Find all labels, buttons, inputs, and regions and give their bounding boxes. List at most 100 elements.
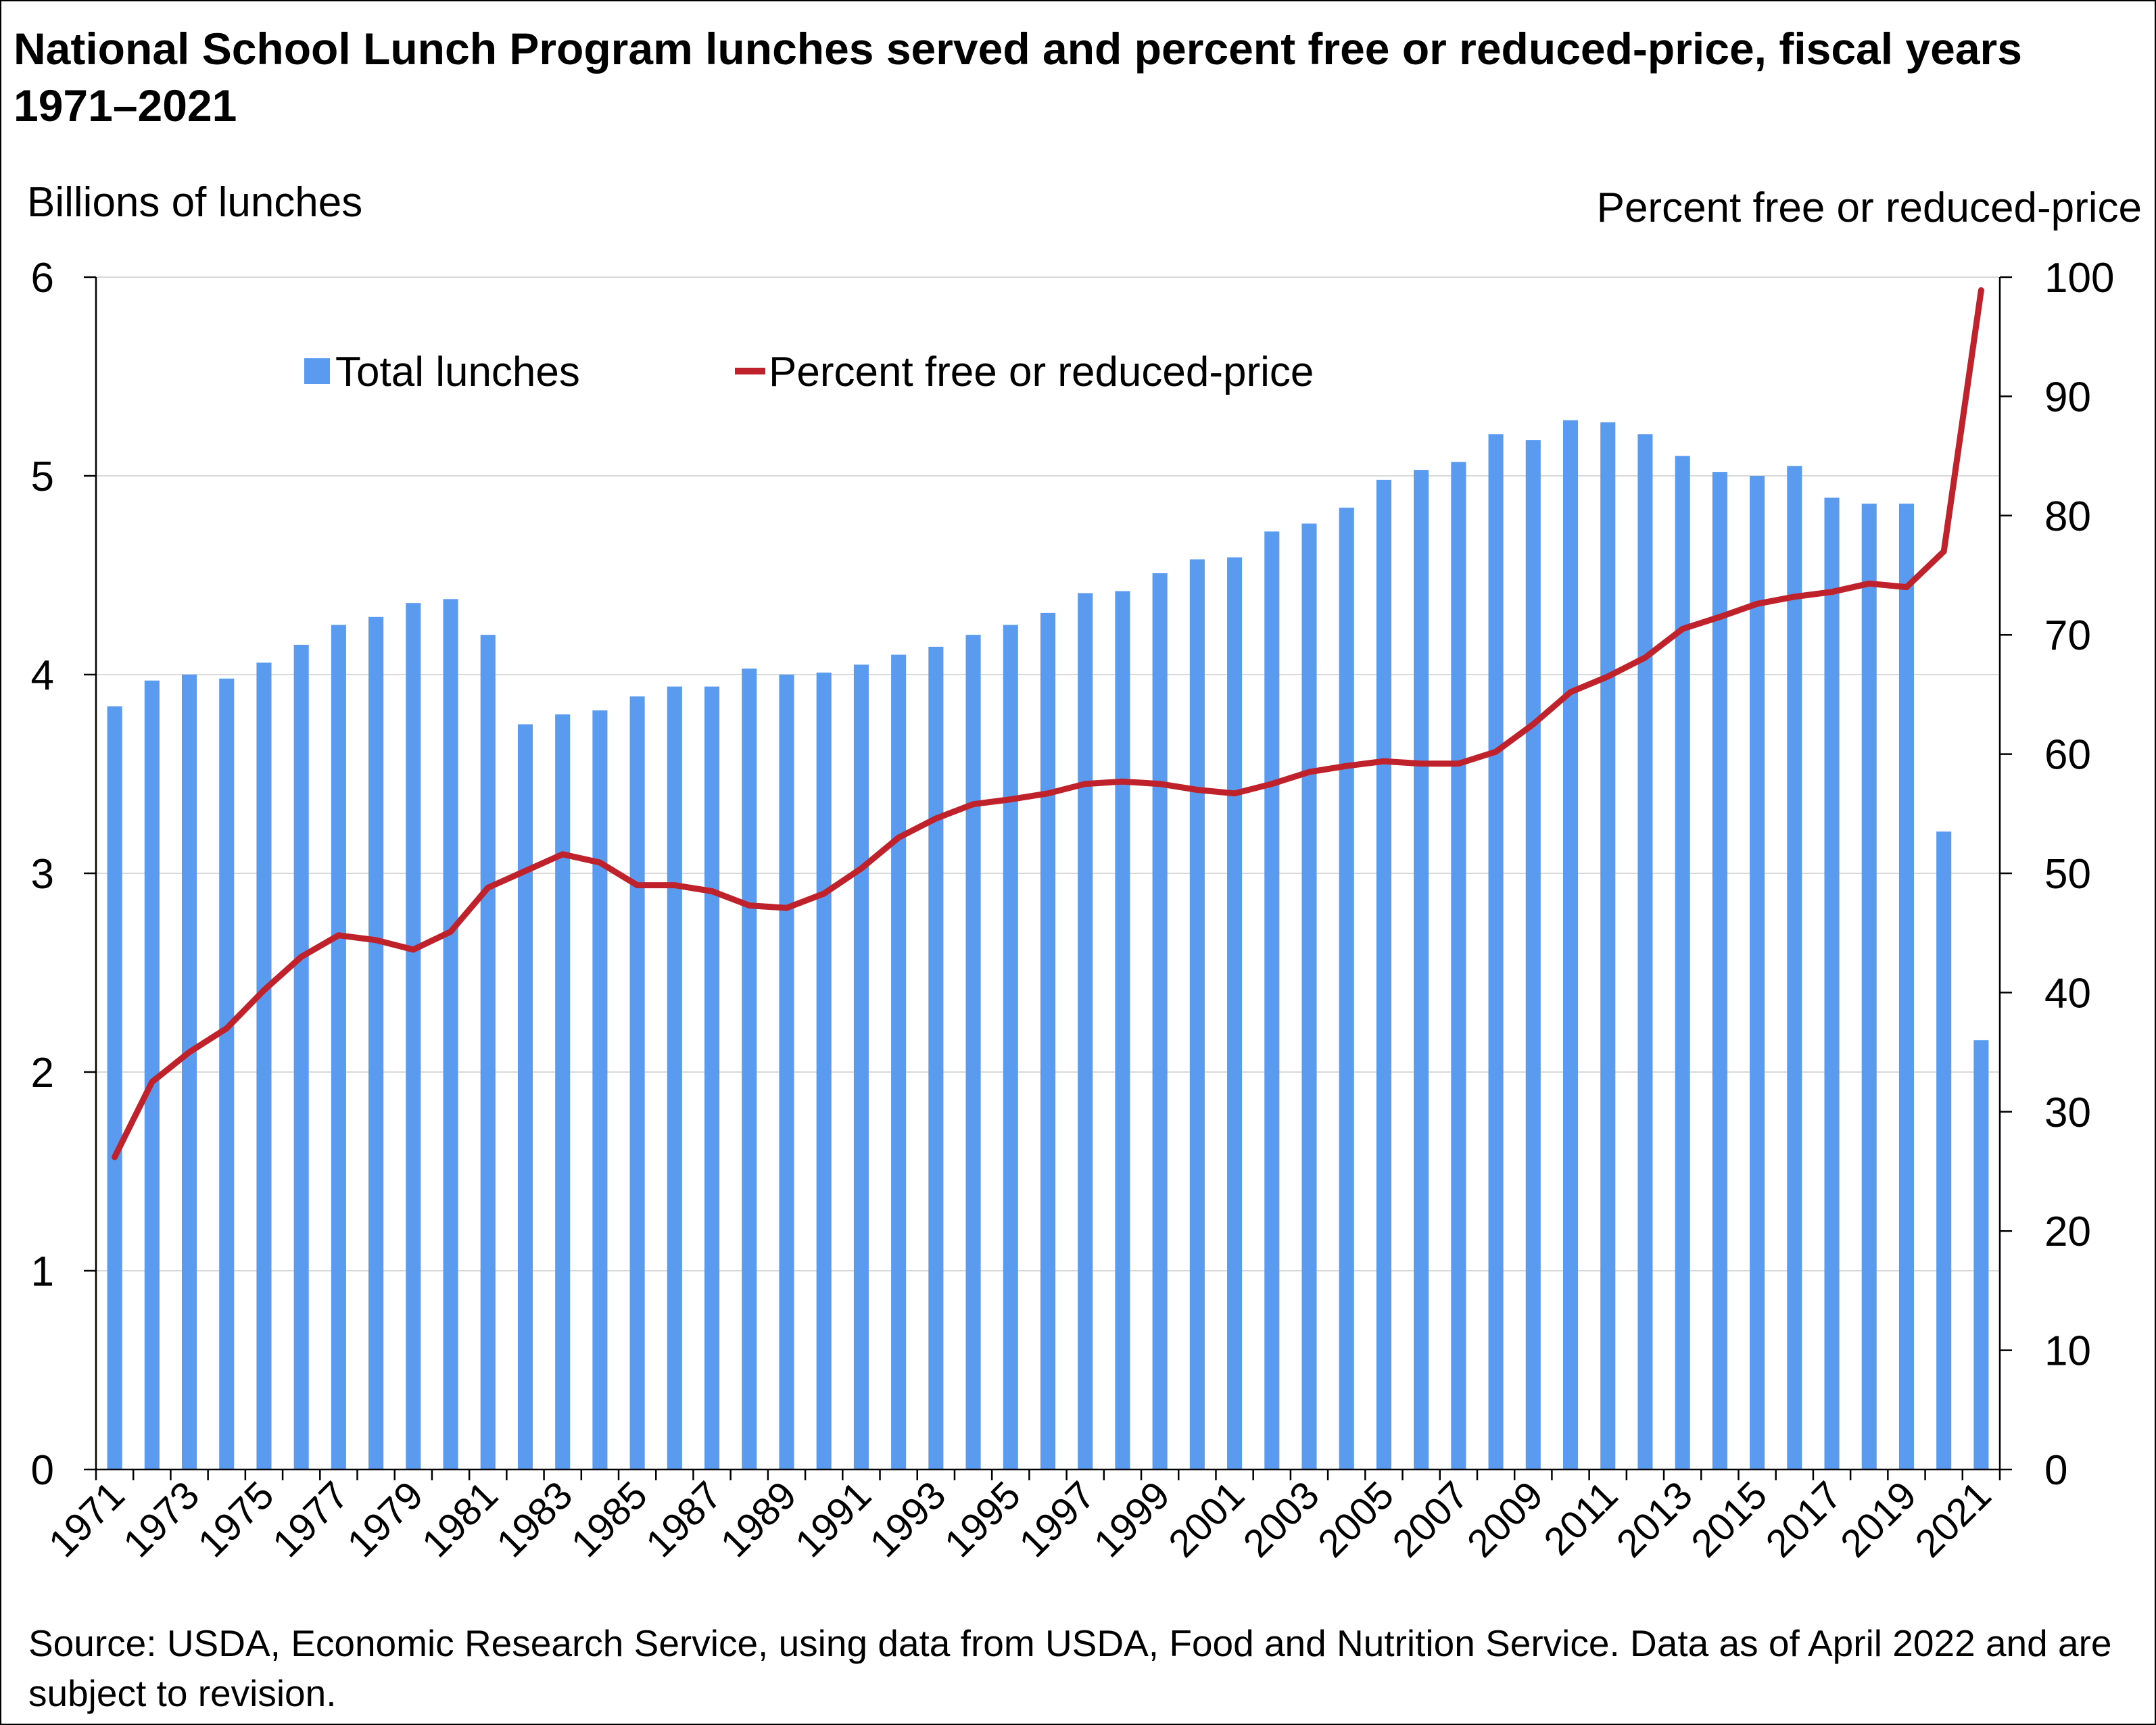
bar-2003 [1301, 523, 1317, 1469]
x-tick-label: 1977 [264, 1473, 357, 1565]
bar-2000 [1189, 559, 1205, 1469]
left-tick-label: 3 [31, 851, 54, 898]
left-tick-label: 1 [31, 1248, 54, 1295]
right-axis-title: Percent free or reduced-price [1597, 185, 2142, 231]
bar-1995 [1003, 625, 1018, 1469]
bar-2004 [1339, 508, 1354, 1469]
x-tick-label: 2009 [1459, 1473, 1552, 1565]
bar-2018 [1861, 504, 1877, 1470]
left-tick-label: 0 [31, 1447, 54, 1494]
bar-1984 [592, 710, 608, 1469]
right-tick-label: 30 [2044, 1090, 2091, 1136]
x-tick-label: 1993 [861, 1473, 954, 1565]
x-tick-label: 1983 [488, 1473, 581, 1565]
x-tick-label: 1973 [115, 1473, 208, 1565]
bar-1983 [555, 714, 571, 1469]
left-axis-title: Billions of lunches [27, 179, 362, 226]
bar-2016 [1787, 466, 1802, 1469]
x-tick-label: 1995 [936, 1473, 1029, 1565]
bar-1986 [667, 686, 682, 1469]
bar-2011 [1600, 422, 1616, 1469]
x-tick-label: 1997 [1011, 1473, 1103, 1565]
bar-2007 [1451, 462, 1466, 1470]
right-tick-label: 90 [2044, 374, 2091, 420]
right-tick-label: 0 [2044, 1447, 2067, 1494]
bar-1976 [293, 644, 309, 1469]
x-tick-label: 2001 [1160, 1473, 1253, 1565]
bar-1972 [144, 680, 160, 1469]
bar-2008 [1488, 434, 1504, 1469]
x-tick-label: 1999 [1086, 1473, 1178, 1565]
left-tick-label: 6 [31, 255, 54, 301]
bar-2021 [1973, 1040, 1989, 1469]
right-tick-label: 100 [2044, 255, 2114, 301]
bar-2015 [1750, 476, 1765, 1469]
left-tick-label: 5 [31, 454, 54, 500]
left-tick-label: 4 [31, 652, 54, 699]
x-tick-label: 1985 [563, 1473, 656, 1565]
x-tick-label: 1971 [41, 1473, 133, 1565]
bar-2001 [1227, 557, 1243, 1469]
bar-2014 [1712, 472, 1727, 1469]
right-tick-label: 50 [2044, 851, 2091, 898]
bar-1992 [891, 654, 907, 1469]
x-tick-label: 2007 [1384, 1473, 1477, 1565]
right-tick-label: 80 [2044, 493, 2091, 540]
x-tick-label: 2015 [1683, 1473, 1775, 1565]
bar-layer [107, 420, 1989, 1470]
axis-layer [84, 276, 2012, 1480]
bar-1994 [965, 635, 981, 1470]
bar-1990 [816, 673, 832, 1469]
bar-2002 [1264, 531, 1280, 1469]
chart-title: National School Lunch Program lunches se… [14, 24, 2022, 130]
bar-1977 [331, 625, 346, 1469]
bar-1980 [443, 599, 458, 1469]
x-tick-label: 2021 [1907, 1473, 1999, 1565]
right-tick-label: 40 [2044, 970, 2091, 1017]
line-layer [112, 287, 1984, 1161]
bar-2009 [1525, 440, 1541, 1469]
bar-1987 [704, 686, 720, 1469]
bar-1985 [629, 696, 645, 1469]
x-tick-label: 2003 [1235, 1473, 1328, 1565]
x-tick-label: 1979 [339, 1473, 431, 1565]
legend-layer: Total lunches Percent free or reduced-pri… [304, 349, 1314, 395]
bar-2006 [1414, 470, 1429, 1470]
bar-2005 [1376, 479, 1391, 1469]
right-tick-label: 10 [2044, 1328, 2091, 1375]
bar-1974 [219, 678, 235, 1469]
bar-2020 [1936, 831, 1952, 1469]
bar-2012 [1637, 434, 1653, 1469]
bar-1971 [107, 706, 122, 1469]
bar-1989 [779, 675, 794, 1469]
legend-swatch-total-lunches [304, 358, 330, 384]
left-tick-label: 2 [31, 1050, 54, 1096]
legend-label-percent: Percent free or reduced-price [769, 349, 1314, 395]
x-tick-label: 2019 [1832, 1473, 1925, 1565]
bar-1999 [1152, 573, 1168, 1469]
right-tick-label: 20 [2044, 1209, 2091, 1255]
legend-label-total-lunches: Total lunches [335, 349, 580, 395]
bar-2019 [1898, 504, 1915, 1470]
x-tick-label: 1989 [712, 1473, 805, 1565]
bar-1978 [368, 616, 384, 1469]
x-tick-label: 2013 [1608, 1473, 1701, 1565]
bar-1981 [480, 635, 496, 1470]
x-tick-label: 2005 [1310, 1473, 1402, 1565]
bar-1998 [1115, 591, 1130, 1469]
x-tick-label: 1987 [638, 1473, 730, 1565]
x-tick-label: 2017 [1758, 1473, 1850, 1565]
bar-1996 [1040, 612, 1056, 1469]
bar-1993 [928, 646, 944, 1469]
source-note: Source: USDA, Economic Research Service,… [28, 1622, 2112, 1714]
bar-1991 [853, 664, 869, 1469]
x-tick-label: 2011 [1535, 1473, 1626, 1563]
x-tick-label: 1975 [189, 1473, 282, 1565]
bar-1997 [1078, 593, 1093, 1470]
series-line-percent-free-or-reduced [112, 287, 1984, 1161]
bar-1979 [406, 603, 421, 1470]
x-tick-label: 1981 [414, 1473, 506, 1565]
bar-1988 [742, 669, 757, 1470]
